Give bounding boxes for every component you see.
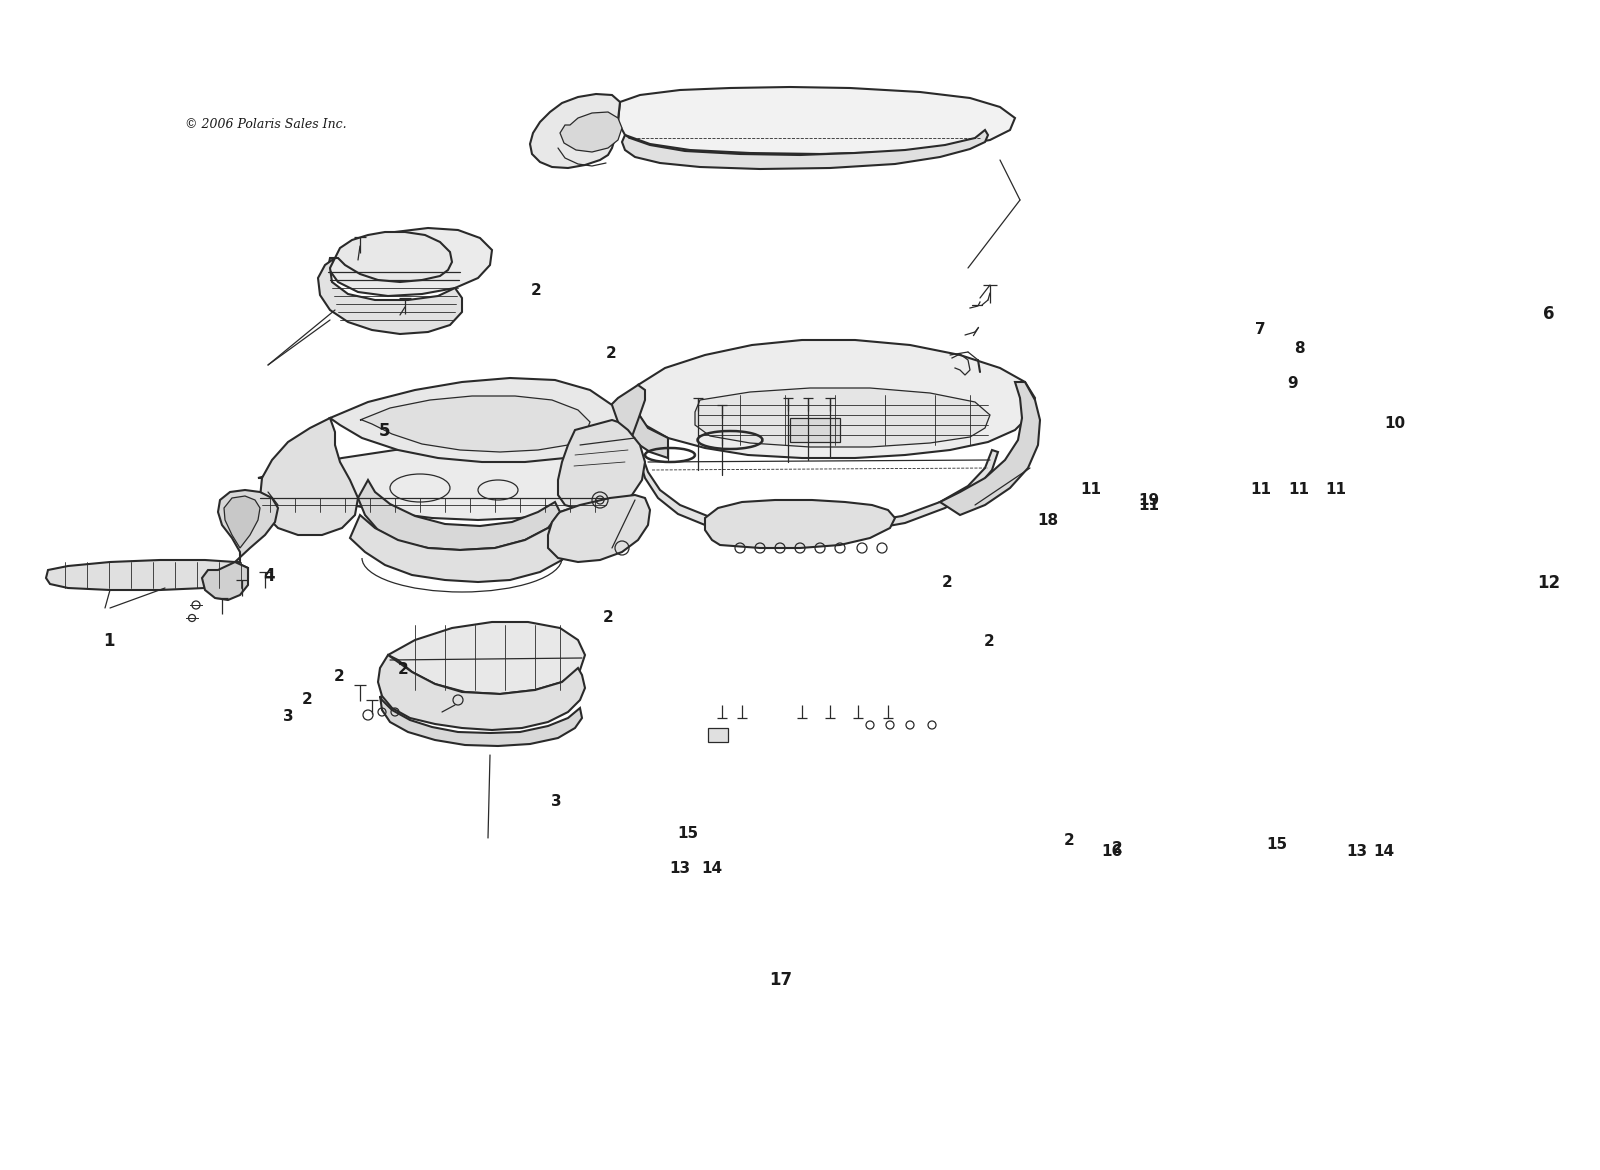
- Polygon shape: [46, 560, 248, 590]
- Polygon shape: [202, 562, 248, 600]
- Polygon shape: [224, 496, 259, 548]
- Polygon shape: [218, 490, 278, 562]
- Polygon shape: [707, 728, 728, 742]
- Polygon shape: [622, 130, 989, 168]
- Text: 2: 2: [606, 346, 616, 360]
- Polygon shape: [334, 232, 453, 282]
- Text: 11: 11: [1080, 482, 1102, 496]
- Text: 15: 15: [1266, 838, 1288, 852]
- Polygon shape: [941, 381, 1040, 515]
- Text: 2: 2: [1064, 833, 1074, 847]
- Polygon shape: [360, 395, 590, 452]
- Polygon shape: [328, 228, 493, 296]
- Text: 2: 2: [1112, 841, 1122, 855]
- Polygon shape: [381, 696, 582, 746]
- Text: 3: 3: [283, 709, 293, 723]
- Polygon shape: [378, 655, 586, 730]
- Text: 16: 16: [1101, 845, 1123, 859]
- Text: 18: 18: [1037, 514, 1059, 528]
- Polygon shape: [706, 500, 894, 548]
- Polygon shape: [568, 385, 645, 502]
- Text: 15: 15: [677, 826, 699, 840]
- Text: 1: 1: [102, 632, 115, 651]
- Text: 14: 14: [1373, 845, 1395, 859]
- Text: 8: 8: [1294, 342, 1304, 356]
- Polygon shape: [558, 420, 645, 510]
- Text: 13: 13: [669, 861, 691, 875]
- Polygon shape: [258, 443, 610, 519]
- Text: 10: 10: [1384, 417, 1406, 431]
- Circle shape: [189, 614, 195, 621]
- Polygon shape: [547, 495, 650, 562]
- Text: 4: 4: [262, 566, 275, 585]
- Text: 17: 17: [770, 971, 792, 990]
- Text: 7: 7: [1256, 323, 1266, 337]
- Text: 3: 3: [552, 794, 562, 808]
- Text: 2: 2: [302, 693, 312, 707]
- Text: 14: 14: [701, 861, 723, 875]
- Text: 2: 2: [942, 576, 952, 590]
- Polygon shape: [635, 340, 1035, 457]
- Polygon shape: [560, 112, 622, 152]
- Text: 9: 9: [1288, 377, 1298, 391]
- Polygon shape: [387, 622, 586, 694]
- Text: 12: 12: [1538, 573, 1560, 592]
- Text: 2: 2: [334, 669, 344, 683]
- Text: 11: 11: [1250, 482, 1272, 496]
- Text: 6: 6: [1542, 304, 1555, 323]
- Polygon shape: [259, 418, 358, 535]
- Text: 2: 2: [603, 611, 613, 625]
- Circle shape: [192, 601, 200, 610]
- Polygon shape: [694, 388, 990, 447]
- Polygon shape: [790, 418, 840, 442]
- Text: 11: 11: [1325, 482, 1347, 496]
- Polygon shape: [350, 515, 573, 581]
- Text: 2: 2: [531, 283, 541, 297]
- Polygon shape: [622, 385, 669, 457]
- Text: 2: 2: [984, 634, 994, 648]
- Text: 5: 5: [378, 421, 390, 440]
- Text: 19: 19: [1138, 494, 1160, 508]
- Polygon shape: [638, 450, 998, 535]
- Text: 11: 11: [1288, 482, 1310, 496]
- Polygon shape: [530, 94, 621, 168]
- Text: 11: 11: [1138, 498, 1160, 512]
- Polygon shape: [618, 87, 1014, 154]
- Text: 13: 13: [1346, 845, 1368, 859]
- Polygon shape: [318, 259, 462, 333]
- Text: © 2006 Polaris Sales Inc.: © 2006 Polaris Sales Inc.: [186, 118, 347, 131]
- Polygon shape: [358, 480, 560, 550]
- Text: 2: 2: [398, 662, 408, 676]
- Polygon shape: [330, 378, 618, 462]
